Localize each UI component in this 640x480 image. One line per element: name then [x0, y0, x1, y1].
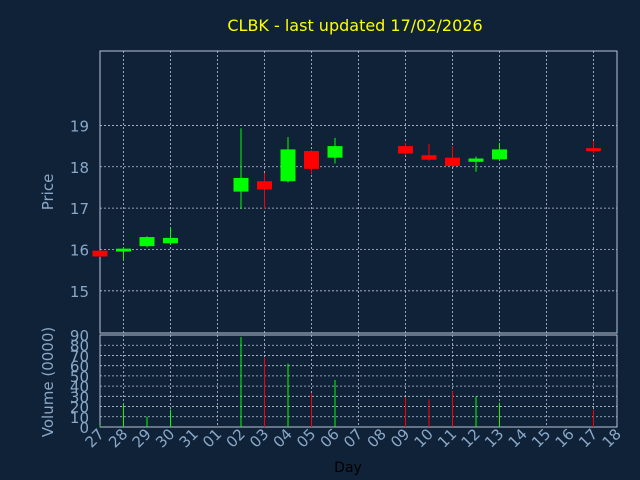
candle-29 — [139, 236, 155, 248]
candle-09 — [398, 142, 413, 155]
volume-tick-label: 70 — [70, 347, 89, 365]
x-tick-label: 16 — [552, 425, 578, 451]
volume-tick-label: 20 — [70, 399, 89, 417]
x-tick-label: 30 — [152, 425, 178, 451]
candle-body — [92, 250, 108, 257]
volume-tick-label: 10 — [70, 409, 89, 427]
x-tick-label: 11 — [434, 425, 460, 451]
candle-03 — [257, 172, 272, 209]
x-tick-label: 13 — [481, 425, 507, 451]
x-tick-label: 10 — [411, 425, 437, 451]
chart-title: CLBK - last updated 17/02/2026 — [227, 16, 482, 35]
candle-body — [586, 148, 601, 152]
candle-body — [233, 177, 249, 192]
candle-17 — [586, 141, 601, 154]
candle-body — [445, 157, 460, 166]
candle-body — [257, 181, 272, 190]
volume-tick-label: 40 — [70, 378, 89, 396]
candle-body — [116, 248, 131, 252]
x-tick-label: 18 — [599, 425, 625, 451]
volume-tick-label: 80 — [70, 337, 89, 355]
candle-11 — [445, 146, 460, 167]
price-tick-label: 18 — [70, 159, 89, 177]
candle-27 — [92, 250, 108, 257]
candle-body — [139, 237, 155, 247]
volume-tick-label: 60 — [70, 358, 89, 376]
x-tick-label: 07 — [340, 425, 366, 451]
x-tick-label: 28 — [105, 425, 131, 451]
x-tick-label: 29 — [129, 425, 155, 451]
candle-04 — [280, 137, 296, 183]
volume-tick-label: 30 — [70, 388, 89, 406]
price-panel: 15 16 17 18 19 — [70, 50, 618, 334]
x-tick-label: 12 — [458, 425, 484, 451]
x-tick-label: 01 — [199, 425, 225, 451]
volume-tick-label: 0 — [79, 419, 89, 437]
volume-tick-label: 90 — [70, 327, 89, 345]
x-tick-label: 05 — [293, 425, 319, 451]
candle-body — [468, 158, 484, 162]
volume-axis-label: Volume (0000) — [39, 327, 57, 437]
price-tick-label: 17 — [70, 200, 89, 218]
x-tick-label: 06 — [317, 425, 343, 451]
candle-06 — [327, 137, 343, 164]
candle-30 — [163, 227, 178, 245]
candle-02 — [233, 128, 249, 209]
candle-body — [304, 151, 319, 169]
candle-body — [421, 155, 437, 160]
x-tick-label: 08 — [364, 425, 390, 451]
candle-body — [327, 146, 343, 158]
candle-body — [280, 149, 296, 182]
x-tick-label: 09 — [387, 425, 413, 451]
x-tick-label: 03 — [246, 425, 272, 451]
volume-panel: 0102030405060708090272829303101020304050… — [70, 327, 625, 451]
x-axis-label: Day — [334, 460, 362, 476]
candle-body — [163, 237, 178, 244]
price-tick-label: 19 — [70, 117, 89, 135]
x-tick-label: 15 — [528, 425, 554, 451]
volume-tick-label: 50 — [70, 368, 89, 386]
candle-13 — [492, 142, 507, 161]
x-tick-label: 02 — [223, 425, 249, 451]
candle-10 — [421, 144, 437, 161]
price-tick-label: 16 — [70, 241, 89, 259]
price-tick-label: 15 — [70, 283, 89, 301]
x-tick-label: 14 — [505, 425, 531, 451]
x-tick-label: 31 — [176, 425, 202, 451]
x-tick-label: 17 — [575, 425, 601, 451]
candle-12 — [468, 156, 484, 172]
candle-05 — [304, 150, 319, 175]
candle-body — [398, 146, 413, 154]
candle-body — [492, 149, 507, 160]
price-axis-label: Price — [39, 174, 57, 211]
x-tick-label: 04 — [270, 425, 296, 451]
candle-28 — [116, 247, 131, 260]
